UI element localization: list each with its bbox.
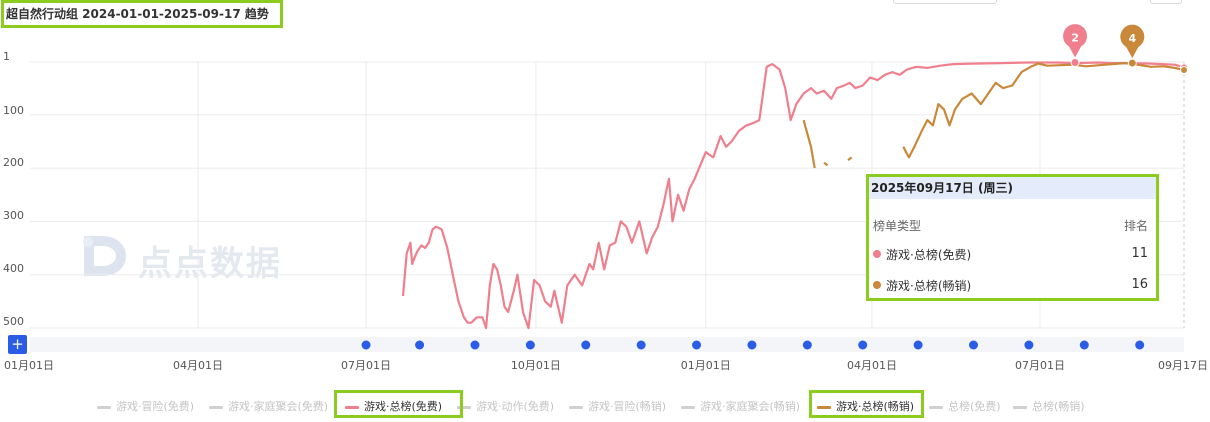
x-tick-label: 07月01日 bbox=[1015, 359, 1065, 372]
x-tick-label: 01月01日 bbox=[681, 359, 731, 372]
y-tick-label: 300 bbox=[3, 209, 24, 222]
event-marker[interactable] bbox=[692, 340, 702, 350]
tooltip-row: 游戏·总榜(畅销) 16 bbox=[873, 277, 1148, 295]
event-marker[interactable] bbox=[747, 340, 757, 350]
x-tick-label: 09月17日 bbox=[1158, 359, 1208, 372]
trend-chart: 1 100 200 300 400 500 01月01日 04月01日 07月01日 10月01… bbox=[3, 24, 1208, 372]
legend-swatch bbox=[97, 405, 111, 409]
legend-item[interactable]: 游戏·家庭聚会(畅销) bbox=[681, 398, 800, 414]
tooltip-row-value: 16 bbox=[1131, 277, 1148, 292]
legend-label: 游戏·冒险(畅销) bbox=[588, 400, 667, 413]
event-marker[interactable] bbox=[525, 340, 535, 350]
watermark-text: 点点数据 bbox=[138, 244, 282, 284]
legend-swatch bbox=[681, 405, 695, 409]
watermark: 点点数据 bbox=[78, 232, 280, 284]
watermark-logo-icon bbox=[83, 236, 126, 276]
event-marker[interactable] bbox=[581, 340, 591, 350]
tooltip-row-name: 游戏·总榜(免费) bbox=[886, 248, 972, 262]
event-marker[interactable] bbox=[361, 340, 371, 350]
legend-swatch bbox=[209, 405, 223, 409]
tooltip-row-name: 游戏·总榜(畅销) bbox=[886, 279, 972, 293]
event-marker[interactable] bbox=[858, 340, 868, 350]
legend-label: 总榜(免费) bbox=[948, 400, 1001, 413]
x-tick-label: 04月01日 bbox=[173, 359, 223, 372]
y-tick-label: 1 bbox=[3, 50, 10, 63]
y-tick-label: 100 bbox=[3, 104, 24, 117]
event-marker[interactable] bbox=[1079, 340, 1089, 350]
legend-label: 游戏·总榜(免费) bbox=[364, 400, 443, 413]
legend-label: 游戏·家庭聚会(免费) bbox=[228, 400, 329, 413]
legend-label: 游戏·家庭聚会(畅销) bbox=[700, 400, 801, 413]
tooltip-col-rank: 排名 bbox=[1123, 219, 1148, 233]
pin-point bbox=[1070, 58, 1080, 68]
legend-swatch bbox=[1013, 405, 1027, 409]
event-marker[interactable] bbox=[1135, 340, 1145, 350]
pin-marker bbox=[1120, 24, 1145, 59]
series-line bbox=[847, 156, 853, 161]
legend-swatch bbox=[817, 405, 831, 409]
tooltip-col-type: 榜单类型 bbox=[873, 219, 922, 233]
event-marker[interactable] bbox=[1024, 340, 1034, 350]
legend: 游戏·冒险(免费) 游戏·家庭聚会(免费) 游戏·总榜(免费) 游戏·动作(免费… bbox=[0, 390, 1210, 420]
tooltip-row-value: 11 bbox=[1131, 246, 1148, 261]
legend-label: 游戏·总榜(畅销) bbox=[836, 400, 915, 413]
series-end-point bbox=[1180, 65, 1188, 74]
tooltip: 2025年09月17日 (周三) 榜单类型 排名 游戏·总榜(免费) 11 游戏… bbox=[866, 174, 1159, 301]
series-line bbox=[902, 62, 1185, 159]
series-line bbox=[823, 161, 829, 167]
legend-item[interactable]: 游戏·冒险(畅销) bbox=[569, 398, 666, 414]
plus-icon: + bbox=[11, 335, 24, 353]
legend-swatch bbox=[929, 405, 943, 409]
event-marker[interactable] bbox=[415, 340, 425, 350]
series-line bbox=[401, 61, 1185, 330]
event-marker[interactable] bbox=[969, 340, 979, 350]
legend-item[interactable]: 游戏·家庭聚会(免费) bbox=[209, 398, 328, 414]
legend-item[interactable]: 游戏·冒险(免费) bbox=[97, 398, 194, 414]
legend-swatch bbox=[345, 405, 359, 409]
pin-label: 4 bbox=[1128, 32, 1136, 45]
event-marker[interactable] bbox=[636, 340, 646, 350]
pin-point bbox=[1127, 58, 1137, 68]
legend-highlight bbox=[809, 390, 924, 418]
legend-label: 游戏·动作(免费) bbox=[476, 400, 555, 413]
y-tick-label: 500 bbox=[3, 315, 24, 328]
legend-item-free-total[interactable]: 游戏·总榜(免费) bbox=[345, 398, 442, 414]
legend-highlight bbox=[334, 390, 463, 418]
pin-label: 2 bbox=[1071, 32, 1079, 45]
series-line bbox=[802, 119, 816, 169]
add-event-button[interactable] bbox=[8, 335, 27, 354]
x-tick-label: 01月01日 bbox=[4, 359, 54, 372]
event-marker[interactable] bbox=[470, 340, 480, 350]
series-dot-icon bbox=[873, 250, 881, 258]
legend-label: 总榜(畅销) bbox=[1032, 400, 1085, 413]
toolbar-button[interactable] bbox=[893, 0, 997, 4]
event-marker[interactable] bbox=[913, 340, 923, 350]
chart-title: 超自然行动组 2024-01-01-2025-09-17 趋势 bbox=[6, 7, 269, 21]
event-strip bbox=[30, 337, 1184, 352]
legend-item[interactable]: 总榜(畅销) bbox=[1013, 398, 1085, 414]
toolbar-button[interactable] bbox=[1150, 0, 1182, 4]
x-tick-label: 10月01日 bbox=[511, 359, 561, 372]
legend-item[interactable]: 游戏·动作(免费) bbox=[457, 398, 554, 414]
legend-swatch bbox=[457, 405, 471, 409]
x-tick-label: 04月01日 bbox=[847, 359, 897, 372]
tooltip-row: 游戏·总榜(免费) 11 bbox=[873, 246, 1148, 264]
tooltip-date: 2025年09月17日 (周三) bbox=[869, 177, 1156, 199]
event-marker[interactable] bbox=[802, 340, 812, 350]
legend-swatch bbox=[569, 405, 583, 409]
y-tick-label: 200 bbox=[3, 156, 24, 169]
legend-label: 游戏·冒险(免费) bbox=[116, 400, 195, 413]
series-dot-icon bbox=[873, 281, 881, 289]
title-highlight bbox=[1, 0, 283, 28]
pin-marker bbox=[1063, 24, 1088, 58]
legend-item-paid-total[interactable]: 游戏·总榜(畅销) bbox=[817, 398, 914, 414]
y-tick-label: 400 bbox=[3, 262, 24, 275]
x-tick-label: 07月01日 bbox=[341, 359, 391, 372]
legend-item[interactable]: 总榜(免费) bbox=[929, 398, 1001, 414]
